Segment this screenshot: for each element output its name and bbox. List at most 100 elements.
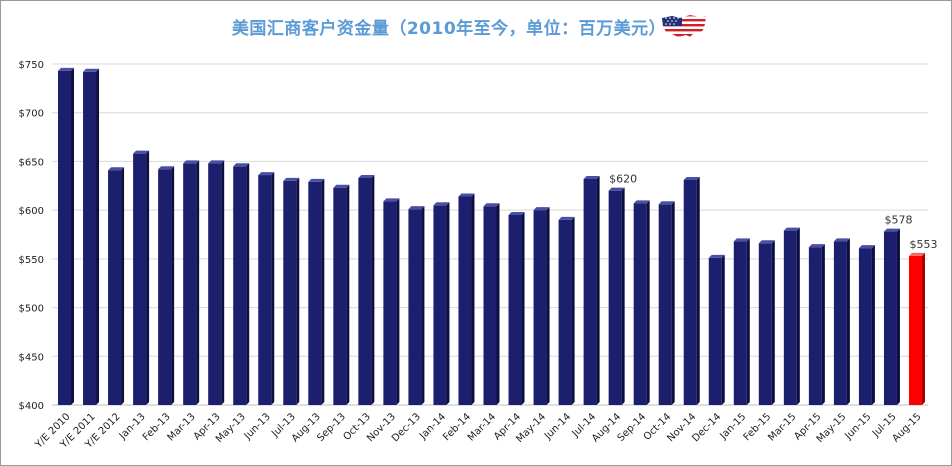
- bar-27: [708, 254, 725, 405]
- bar-front: [783, 230, 797, 405]
- bar-front: [258, 175, 272, 405]
- bar-front: [808, 247, 822, 405]
- bar-front: [633, 203, 647, 405]
- bar-top: [608, 187, 625, 191]
- bar-32: [833, 238, 850, 405]
- bar-top: [633, 200, 650, 204]
- bar-front: [758, 243, 772, 405]
- bar-side: [96, 68, 100, 406]
- bar-top: [58, 67, 75, 71]
- bar-side: [471, 193, 475, 405]
- bar-top: [333, 184, 350, 188]
- bar-top: [458, 193, 475, 197]
- bar-top: [533, 207, 550, 211]
- bar-top: [883, 228, 900, 232]
- bar-12: [333, 184, 350, 405]
- x-tick-label: Jun-14: [542, 411, 573, 442]
- bar-side: [221, 160, 225, 405]
- bar-34: [883, 228, 900, 405]
- bar-side: [246, 163, 250, 405]
- bar-side: [821, 244, 825, 405]
- bar-22: [583, 175, 600, 405]
- bar-front: [333, 187, 347, 405]
- bar-31: [808, 244, 825, 405]
- bar-top: [658, 201, 675, 205]
- bar-top: [383, 198, 400, 202]
- bar-front: [558, 219, 572, 405]
- bar-top: [508, 212, 525, 216]
- bar-front: [833, 241, 847, 405]
- bar-35: [908, 252, 925, 405]
- bar-top: [183, 160, 200, 164]
- bar-top: [233, 163, 250, 167]
- bar-top: [858, 245, 875, 249]
- bar-top: [108, 167, 125, 171]
- bar-front: [108, 170, 122, 405]
- bar-front: [458, 196, 472, 405]
- y-tick-label: $550: [19, 255, 44, 266]
- bar-side: [196, 160, 200, 405]
- bar-front: [383, 201, 397, 405]
- bar-20: [533, 207, 550, 405]
- bar-front: [483, 206, 497, 405]
- bar-25: [658, 201, 675, 405]
- bar-front: [683, 179, 697, 405]
- bar-top: [283, 177, 300, 181]
- bar-front: [908, 255, 922, 405]
- bar-14: [383, 198, 400, 405]
- bar-side: [446, 202, 450, 405]
- bar-top: [833, 238, 850, 242]
- bar-side: [646, 200, 650, 405]
- bar-front: [158, 169, 172, 405]
- x-tick-label: Mar-13: [166, 411, 198, 443]
- bar-front: [608, 190, 622, 405]
- bar-13: [358, 174, 375, 405]
- bar-side: [546, 207, 550, 405]
- bar-side: [496, 203, 500, 405]
- bar-top: [83, 68, 100, 72]
- bar-2: [83, 68, 100, 406]
- bar-side: [396, 198, 400, 405]
- bar-front: [58, 70, 72, 405]
- bar-front: [508, 215, 522, 405]
- bar-9: [258, 172, 275, 405]
- bar-front: [183, 163, 197, 405]
- x-tick-label: Mar-15: [766, 411, 798, 443]
- bar-side: [671, 201, 675, 405]
- data-label: $553: [909, 238, 937, 251]
- bar-side: [621, 187, 625, 405]
- bar-side: [371, 174, 375, 405]
- bar-side: [596, 175, 600, 405]
- bar-top: [408, 206, 425, 210]
- bar-top: [158, 166, 175, 170]
- bar-side: [746, 238, 750, 405]
- bar-side: [521, 212, 525, 405]
- bar-side: [321, 178, 325, 405]
- bar-8: [233, 163, 250, 405]
- bar-front: [883, 231, 897, 405]
- bar-top: [758, 240, 775, 244]
- bar-18: [483, 203, 500, 405]
- bar-24: [633, 200, 650, 405]
- bar-front: [358, 177, 372, 405]
- bar-top: [908, 252, 925, 256]
- bar-side: [296, 177, 300, 405]
- bar-front: [133, 153, 147, 405]
- bar-front: [858, 248, 872, 405]
- bar-side: [121, 167, 125, 405]
- bar-side: [696, 176, 700, 405]
- bar-26: [683, 176, 700, 405]
- y-tick-label: $600: [19, 206, 44, 217]
- x-tick-label: Sep-13: [315, 411, 348, 444]
- bar-7: [208, 160, 225, 405]
- bar-4: [133, 150, 150, 405]
- bar-side: [771, 240, 775, 405]
- bar-6: [183, 160, 200, 405]
- bar-top: [433, 202, 450, 206]
- bar-5: [158, 166, 175, 405]
- bar-top: [733, 238, 750, 242]
- bar-side: [571, 216, 575, 405]
- bar-top: [258, 172, 275, 176]
- y-tick-label: $400: [19, 401, 44, 412]
